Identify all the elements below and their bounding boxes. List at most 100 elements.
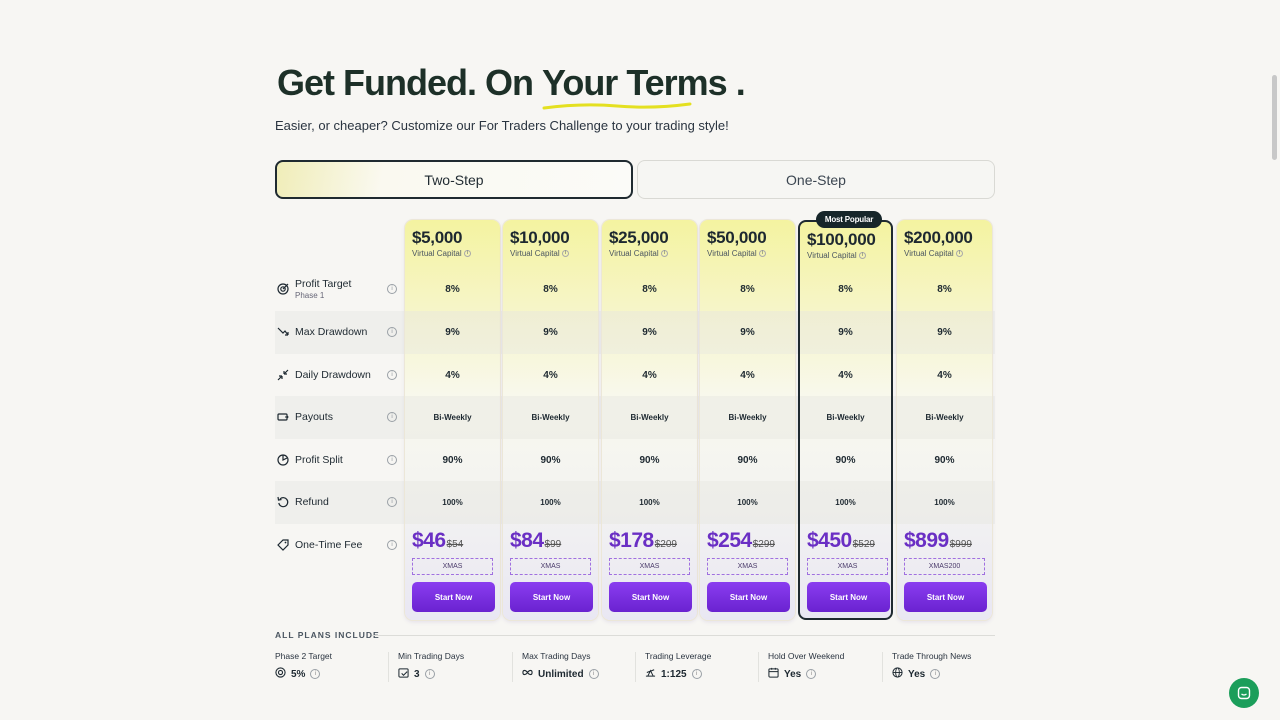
payout-icon (277, 411, 289, 423)
promo-code[interactable]: XMAS (510, 558, 591, 575)
cell-profit-split: 90% (934, 455, 955, 466)
price-was: $299 (752, 539, 775, 550)
feature-value: Yes (908, 668, 926, 680)
price-was: $999 (949, 539, 972, 550)
info-icon[interactable]: i (463, 250, 471, 258)
infinity-icon (522, 667, 533, 681)
cell-profit-split: 90% (737, 455, 758, 466)
info-icon[interactable]: i (561, 250, 569, 258)
divider (758, 652, 759, 682)
info-icon[interactable]: i (387, 284, 397, 294)
price-was: $54 (446, 539, 464, 550)
price-was: $99 (544, 539, 562, 550)
row-label-text: Daily Drawdown (295, 368, 371, 381)
divider (882, 652, 883, 682)
cell-profit-target: 8% (445, 284, 460, 295)
start-now-button[interactable]: Start Now (807, 582, 890, 612)
start-now-button[interactable]: Start Now (412, 582, 495, 612)
info-icon[interactable]: i (310, 669, 321, 679)
start-now-button[interactable]: Start Now (609, 582, 692, 612)
price-now: $178 (609, 529, 654, 552)
chat-button[interactable] (1229, 678, 1259, 708)
title-end: . (726, 62, 746, 103)
info-icon[interactable]: i (930, 669, 941, 679)
feature-label: Trading Leverage (645, 651, 712, 661)
underline-decoration (542, 102, 692, 110)
tab-one-step[interactable]: One-Step (637, 160, 995, 199)
row-label-text: Profit Split (295, 453, 343, 466)
promo-code[interactable]: XMAS (807, 558, 888, 575)
plan-amount: $100,000 (807, 230, 876, 249)
info-icon[interactable]: i (387, 412, 397, 422)
cell-profit-target: 8% (642, 284, 657, 295)
info-icon[interactable]: i (387, 370, 397, 380)
feature-label: Max Trading Days (522, 651, 591, 661)
calendar-check-icon (398, 667, 409, 681)
feature-max-trading-days: Max Trading Days Unlimited i (522, 651, 642, 681)
info-icon[interactable]: i (387, 327, 397, 337)
cell-payouts: Bi-Weekly (602, 396, 697, 439)
feature-value: 1:125 (661, 668, 687, 680)
row-label-one-time-fee: One-Time Fee i (275, 524, 403, 566)
info-icon[interactable]: i (424, 669, 435, 679)
info-icon[interactable]: i (387, 455, 397, 465)
feature-value: 3 (414, 668, 420, 680)
cell-max-drawdown: 9% (602, 311, 697, 354)
virtual-capital-label: Virtual Capital i (412, 249, 471, 258)
virtual-capital-label: Virtual Capital i (609, 249, 668, 258)
start-now-button[interactable]: Start Now (904, 582, 987, 612)
promo-code[interactable]: XMAS200 (904, 558, 985, 575)
info-icon[interactable]: i (955, 250, 963, 258)
cell-max-drawdown: 9% (700, 311, 795, 354)
info-icon[interactable]: i (588, 669, 599, 679)
cell-payouts: Bi-Weekly (897, 396, 992, 439)
row-label-text: Refund (295, 495, 329, 508)
cell-profit-target: 8% (937, 284, 952, 295)
refund-icon (277, 496, 289, 508)
info-icon[interactable]: i (660, 250, 668, 258)
most-popular-badge: Most Popular (816, 211, 882, 228)
row-label-profit-split: Profit Split i (275, 439, 403, 481)
tab-two-step[interactable]: Two-Step (275, 160, 633, 199)
scrollbar[interactable] (1272, 75, 1277, 160)
cell-refund: 100% (897, 481, 992, 524)
virtual-capital-label: Virtual Capital i (707, 249, 766, 258)
cell-profit-split: 90% (442, 455, 463, 466)
cell-refund: 100% (700, 481, 795, 524)
divider (512, 652, 513, 682)
info-icon[interactable]: i (387, 497, 397, 507)
promo-code[interactable]: XMAS (412, 558, 493, 575)
cell-daily-drawdown: 4% (543, 370, 558, 381)
row-label-text: Profit Target (295, 277, 352, 290)
feature-trading-leverage: Trading Leverage 1:125 i (645, 651, 765, 681)
row-label-text: One-Time Fee (295, 538, 363, 551)
feature-value: Yes (784, 668, 802, 680)
start-now-button[interactable]: Start Now (707, 582, 790, 612)
row-label-sub: Phase 1 (295, 290, 325, 300)
target-icon (275, 667, 286, 681)
divider (372, 635, 995, 636)
info-icon[interactable]: i (758, 250, 766, 258)
cell-daily-drawdown: 4% (642, 370, 657, 381)
info-icon[interactable]: i (387, 540, 397, 550)
cell-refund: 100% (602, 481, 697, 524)
cell-daily-drawdown: 4% (740, 370, 755, 381)
cell-refund: 100% (800, 481, 891, 524)
feature-phase2-target: Phase 2 Target 5% i (275, 651, 395, 681)
info-icon[interactable]: i (858, 252, 866, 260)
promo-code[interactable]: XMAS (707, 558, 788, 575)
info-icon[interactable]: i (691, 669, 702, 679)
start-now-button[interactable]: Start Now (510, 582, 593, 612)
plan-card-100000: Most Popular $100,000 Virtual Capital i … (798, 211, 893, 620)
plan-card-5000: $5,000 Virtual Capital i 8% 9% 4% Bi-Wee… (405, 220, 500, 620)
row-label-profit-target: Profit Target Phase 1 i (275, 268, 403, 310)
pie-icon (277, 454, 289, 466)
feature-label: Min Trading Days (398, 651, 465, 661)
plan-card-50000: $50,000 Virtual Capital i 8% 9% 4% Bi-We… (700, 220, 795, 620)
info-icon[interactable]: i (806, 669, 817, 679)
promo-code[interactable]: XMAS (609, 558, 690, 575)
feature-label: Phase 2 Target (275, 651, 333, 661)
chat-icon (1237, 686, 1251, 700)
price-now: $84 (510, 529, 544, 552)
